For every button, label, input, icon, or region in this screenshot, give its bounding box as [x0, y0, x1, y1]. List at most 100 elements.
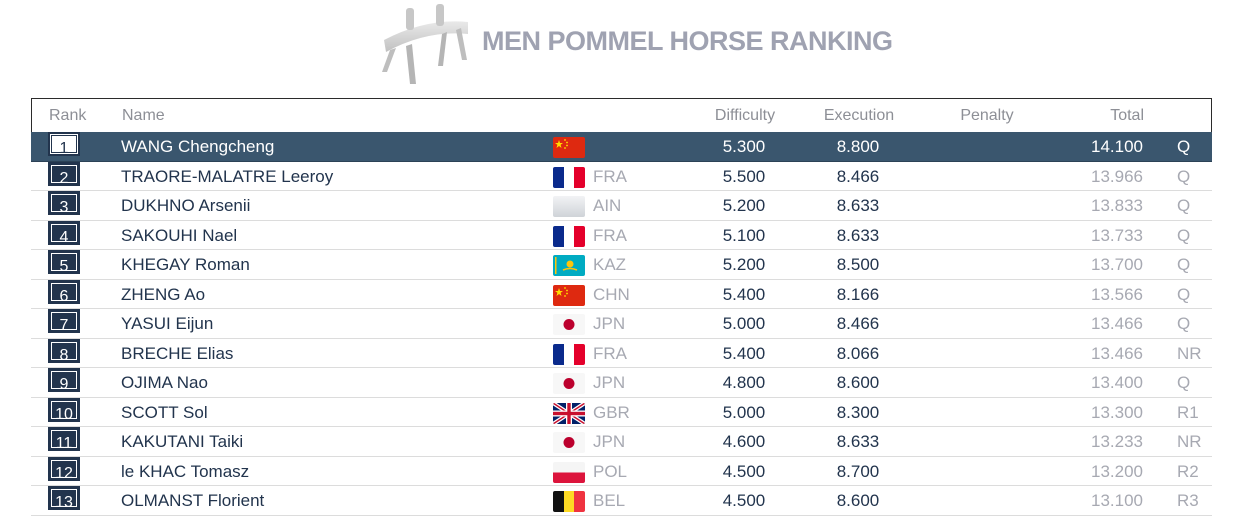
ranking-table: Rank Name Difficulty Execution Penalty T…	[31, 98, 1212, 516]
table-row[interactable]: 1 WANG Chengcheng 5.300 8.800 14.100 Q	[31, 132, 1212, 162]
belgium-flag-icon	[553, 491, 585, 512]
execution-score: 8.066	[836, 343, 880, 363]
noc-code: JPN	[593, 432, 626, 451]
column-header-execution: Execution	[823, 107, 895, 124]
noc-code: GBR	[593, 402, 630, 422]
athlete-name: OLMANST Florient	[121, 491, 265, 510]
difficulty-score: 5.200	[722, 255, 766, 274]
rank-badge: 10	[48, 397, 80, 423]
rank-badge: 11	[48, 427, 80, 452]
rank-badge: 1	[48, 132, 80, 157]
qualification-status: Q	[1177, 284, 1191, 304]
japan-flag-icon	[553, 432, 585, 453]
athlete-name: OJIMA Nao	[121, 373, 208, 392]
qualification-status: Q	[1177, 255, 1191, 274]
table-row[interactable]: 7 YASUI Eijun JPN 5.000 8.466 13.466 Q	[31, 309, 1212, 339]
execution-score: 8.466	[836, 166, 880, 186]
rank-badge: 2	[48, 161, 80, 187]
execution-score: 8.166	[836, 284, 880, 304]
japan-flag-icon	[553, 373, 585, 394]
athlete-name: ZHENG Ao	[121, 284, 206, 304]
total-score: 13.466	[1091, 314, 1143, 333]
execution-score: 8.600	[836, 373, 880, 392]
execution-score: 8.800	[836, 137, 880, 156]
china-flag-icon	[553, 284, 585, 306]
table-row[interactable]: 13 OLMANST Florient BEL 4.500 8.600 13.100 R3	[31, 486, 1212, 516]
rank-badge: 4	[48, 220, 80, 246]
table-row[interactable]: 12 le KHAC Tomasz POL 4.500 8.700 13.200 R2	[31, 456, 1212, 486]
rank-badge: 8	[48, 338, 80, 364]
rank-badge: 13	[48, 486, 80, 511]
noc-code: FRA	[593, 343, 627, 363]
table-row[interactable]: 8 BRECHE Elias FRA 5.400 8.066 13.466 NR	[31, 338, 1212, 368]
total-score: 13.566	[1091, 284, 1143, 304]
athlete-name: BRECHE Elias	[121, 343, 234, 363]
poland-flag-icon	[553, 461, 585, 483]
execution-score: 8.600	[836, 491, 880, 510]
difficulty-score: 4.500	[722, 491, 766, 510]
kazakhstan-flag-icon	[553, 255, 585, 276]
noc-code: JPN	[593, 314, 626, 333]
column-header-total: Total	[1110, 107, 1144, 124]
table-row[interactable]: 11 KAKUTANI Taiki JPN 4.600 8.633 13.233 NR	[31, 427, 1212, 457]
table-row[interactable]: 4 SAKOUHI Nael FRA 5.100 8.633 13.733 Q	[31, 220, 1212, 250]
table-row[interactable]: 10 SCOTT Sol GBR 5.000 8.300 13.300 R1	[31, 397, 1212, 427]
noc-code: POL	[593, 461, 628, 481]
total-score: 13.700	[1091, 255, 1143, 274]
noc-code: AIN	[593, 196, 622, 215]
qualification-status: R1	[1177, 402, 1199, 422]
athlete-name: DUKHNO Arsenii	[121, 196, 251, 215]
noc-code: JPN	[593, 373, 626, 392]
execution-score: 8.633	[836, 225, 880, 245]
qualification-status: NR	[1177, 432, 1202, 451]
execution-score: 8.466	[836, 314, 880, 333]
table-row[interactable]: 2 TRAORE-MALATRE Leeroy FRA 5.500 8.466 13.96…	[31, 161, 1212, 191]
qualification-status: Q	[1177, 373, 1191, 392]
total-score: 13.833	[1091, 196, 1143, 215]
table-row[interactable]: 6 ZHENG Ao CHN 5.400 8.166 13.566 Q	[31, 279, 1212, 309]
execution-score: 8.633	[836, 432, 880, 451]
total-score: 13.466	[1091, 343, 1143, 363]
page-title: MEN POMMEL HORSE RANKING	[482, 26, 893, 56]
difficulty-score: 5.300	[722, 137, 766, 156]
table-row[interactable]: 5 KHEGAY Roman KAZ 5.200 8.500 13.700 Q	[31, 250, 1212, 280]
execution-score: 8.300	[836, 402, 880, 422]
difficulty-score: 4.600	[722, 432, 766, 451]
difficulty-score: 5.000	[722, 314, 766, 333]
difficulty-score: 5.200	[722, 196, 766, 215]
total-score: 13.100	[1091, 491, 1143, 510]
athlete-name: SAKOUHI Nael	[121, 225, 238, 245]
france-flag-icon	[553, 225, 585, 247]
athlete-name: le KHAC Tomasz	[121, 461, 250, 481]
qualification-status: NR	[1177, 343, 1202, 363]
table-body: 1 WANG Chengcheng 5.300 8.800 14.100 Q 2 TRAORE…	[31, 132, 1212, 516]
noc-code: CHN	[593, 284, 630, 304]
japan-flag-icon	[553, 314, 585, 335]
athlete-name: KAKUTANI Taiki	[121, 432, 244, 451]
difficulty-score: 5.500	[722, 166, 766, 186]
qualification-status: Q	[1177, 225, 1191, 245]
execution-score: 8.700	[836, 461, 880, 481]
rank-badge: 5	[48, 250, 80, 275]
column-header-rank: Rank	[49, 107, 87, 124]
rank-badge: 12	[48, 456, 80, 482]
total-score: 13.200	[1091, 461, 1143, 481]
difficulty-score: 5.000	[722, 402, 766, 422]
table-row[interactable]: 9 OJIMA Nao JPN 4.800 8.600 13.400 Q	[31, 368, 1212, 398]
execution-score: 8.500	[836, 255, 880, 274]
qualification-status: Q	[1177, 166, 1191, 186]
total-score: 13.966	[1091, 166, 1143, 186]
difficulty-score: 5.100	[722, 225, 766, 245]
difficulty-score: 4.500	[722, 461, 766, 481]
total-score: 14.100	[1091, 137, 1143, 156]
pommel-horse-icon	[382, 4, 468, 84]
qualification-status: Q	[1177, 137, 1191, 156]
athlete-name: WANG Chengcheng	[121, 137, 275, 156]
difficulty-score: 4.800	[722, 373, 766, 392]
column-header-name: Name	[122, 107, 165, 124]
column-header-difficulty: Difficulty	[714, 107, 776, 124]
difficulty-score: 5.400	[722, 343, 766, 363]
athlete-name: SCOTT Sol	[121, 402, 208, 422]
rank-badge: 3	[48, 191, 80, 216]
table-row[interactable]: 3 DUKHNO Arsenii AIN 5.200 8.633 13.833 Q	[31, 191, 1212, 221]
